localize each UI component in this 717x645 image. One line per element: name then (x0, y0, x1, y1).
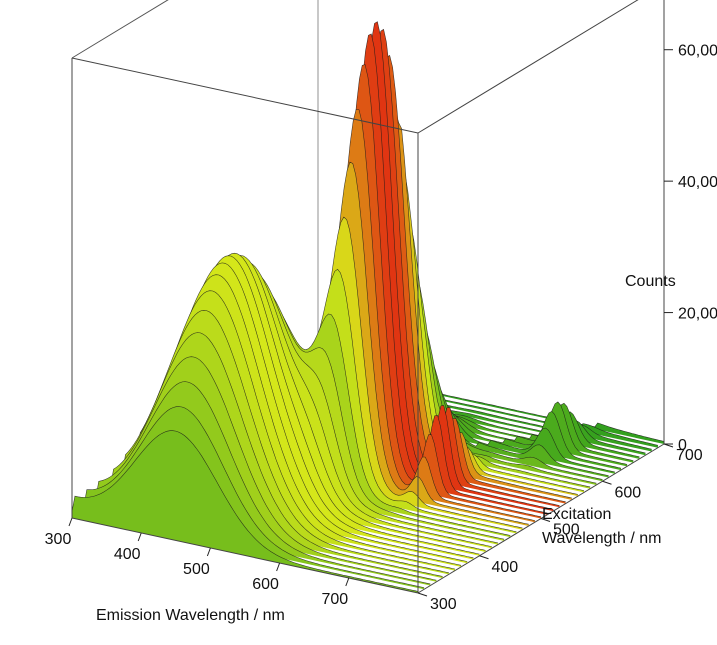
surface-slice-fill (72, 430, 418, 593)
z-axis-label: Counts (625, 273, 676, 290)
x-tick-label: 600 (252, 576, 279, 593)
x-tick-mark (276, 562, 281, 572)
x-tick-mark (206, 547, 211, 557)
surface-slice-line (90, 356, 437, 581)
y-tick-label: 400 (492, 559, 519, 576)
z-tick-label: 0 (678, 437, 687, 454)
surface-mesh (71, 21, 665, 593)
y-axis-label-line-2: Wavelength / nm (542, 530, 661, 547)
surface-slice-line (96, 332, 443, 577)
y-tick-label: 600 (615, 484, 642, 501)
x-tick-mark (68, 517, 73, 527)
surface-slice-line (84, 381, 431, 585)
x-tick-label: 700 (321, 591, 348, 608)
surface-slice-line (71, 430, 419, 592)
y-tick-mark (540, 518, 551, 522)
y-tick-mark (602, 480, 612, 485)
y-tick-label: 300 (430, 596, 457, 613)
y-axis-label-line-1: Excitation (542, 506, 611, 523)
x-tick-mark (137, 532, 142, 542)
x-tick-label: 300 (45, 531, 72, 548)
box-edge-top-right (417, 0, 639, 134)
surface-slice-line (78, 406, 425, 588)
x-tick-label: 400 (114, 546, 141, 563)
y-tick-label: 700 (676, 447, 703, 464)
box-back-edges (71, 0, 319, 369)
x-tick-label: 500 (183, 561, 210, 578)
box-edge-floor-front (71, 517, 419, 594)
x-tick-mark (345, 577, 350, 587)
tick-group: 300400500600700300400500600700020,00040,… (45, 43, 717, 613)
box-front-edges (71, 0, 665, 594)
z-tick-label: 20,000 (678, 306, 717, 323)
y-tick-mark (479, 555, 489, 560)
z-tick-label: 40,000 (678, 174, 717, 191)
box-edge-top-front (71, 57, 419, 134)
x-axis-label: Emission Wavelength / nm (96, 607, 285, 624)
y-tick-mark (417, 592, 428, 597)
z-tick-label: 60,000 (678, 43, 717, 60)
box-edge-top-left (71, 0, 169, 59)
y-tick-label: 500 (553, 522, 580, 539)
